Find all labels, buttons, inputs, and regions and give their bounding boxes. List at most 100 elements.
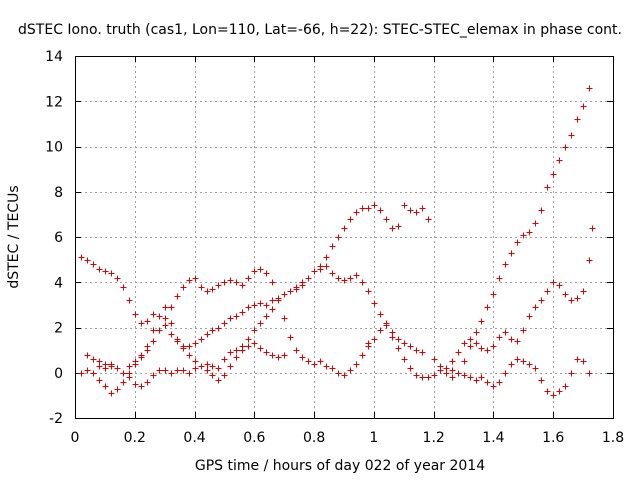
- data-point: [502, 261, 509, 268]
- data-point: [233, 347, 240, 354]
- data-point: [96, 377, 103, 384]
- data-point: [275, 354, 282, 361]
- data-point: [239, 309, 246, 316]
- data-point: [251, 268, 258, 275]
- data-point: [526, 313, 533, 320]
- data-point: [126, 297, 133, 304]
- series-sat-a: [78, 202, 402, 350]
- data-point: [401, 202, 408, 209]
- data-point: [478, 374, 485, 381]
- data-point: [568, 297, 575, 304]
- data-point: [186, 277, 193, 284]
- data-point: [550, 171, 557, 178]
- data-point: [108, 390, 115, 397]
- data-point: [162, 367, 169, 374]
- data-point: [407, 343, 414, 350]
- data-point: [287, 334, 294, 341]
- data-point: [514, 239, 521, 246]
- data-point: [484, 304, 491, 311]
- data-point: [90, 356, 97, 363]
- data-point: [341, 372, 348, 379]
- data-point: [150, 311, 157, 318]
- data-point: [347, 367, 354, 374]
- data-point: [514, 356, 521, 363]
- data-point: [413, 347, 420, 354]
- data-point: [150, 338, 157, 345]
- data-point: [221, 279, 228, 286]
- data-point: [580, 103, 587, 110]
- data-point: [419, 374, 426, 381]
- data-point: [490, 383, 497, 390]
- data-point: [562, 383, 569, 390]
- data-point: [269, 352, 276, 359]
- data-point: [269, 297, 276, 304]
- data-point: [473, 329, 480, 336]
- data-point: [144, 318, 151, 325]
- data-point: [323, 254, 330, 261]
- data-point: [562, 291, 569, 298]
- data-point: [347, 216, 354, 223]
- data-point: [508, 336, 515, 343]
- data-point: [281, 352, 288, 359]
- data-point: [251, 327, 258, 334]
- y-tick-label: 12: [45, 94, 63, 110]
- data-point: [496, 275, 503, 282]
- data-point: [186, 343, 193, 350]
- data-point: [168, 331, 175, 338]
- data-point: [431, 372, 438, 379]
- data-point: [389, 225, 396, 232]
- data-point: [395, 345, 402, 352]
- x-tick-label: 1.2: [423, 430, 445, 446]
- data-point: [419, 205, 426, 212]
- data-point: [174, 293, 181, 300]
- data-point: [538, 297, 545, 304]
- data-point: [78, 254, 85, 261]
- data-point: [168, 320, 175, 327]
- data-point: [556, 157, 563, 164]
- data-point: [180, 345, 187, 352]
- data-point: [562, 144, 569, 151]
- data-point: [198, 336, 205, 343]
- y-tick-label: 8: [54, 185, 63, 201]
- data-point: [461, 340, 468, 347]
- data-point: [108, 361, 115, 368]
- data-point: [401, 356, 408, 363]
- data-point: [263, 313, 270, 320]
- data-point: [383, 322, 390, 329]
- data-point: [341, 225, 348, 232]
- data-point: [257, 320, 264, 327]
- data-point: [120, 284, 127, 291]
- y-tick-labels: -2 0 2 4 6 8 10 12 14: [45, 49, 63, 427]
- data-point: [233, 279, 240, 286]
- x-tick-label: 0.6: [243, 430, 265, 446]
- data-point: [90, 261, 97, 268]
- data-point: [144, 343, 151, 350]
- data-point: [198, 363, 205, 370]
- data-point: [490, 291, 497, 298]
- data-point: [114, 386, 121, 393]
- data-point: [257, 345, 264, 352]
- data-point: [245, 336, 252, 343]
- data-point: [532, 304, 539, 311]
- data-point: [209, 372, 216, 379]
- data-point: [365, 205, 372, 212]
- series-sat-e: [365, 322, 593, 399]
- data-point: [443, 365, 450, 372]
- data-point: [251, 302, 258, 309]
- data-point: [287, 288, 294, 295]
- data-point: [156, 367, 163, 374]
- data-point: [425, 216, 432, 223]
- data-point: [580, 358, 587, 365]
- data-point: [84, 257, 91, 264]
- data-point: [353, 209, 360, 216]
- data-point: [478, 345, 485, 352]
- series-sat-b: [84, 263, 426, 390]
- data-point: [281, 315, 288, 322]
- data-point: [484, 379, 491, 386]
- data-point: [556, 388, 563, 395]
- data-point: [311, 268, 318, 275]
- y-tick-label: 4: [54, 275, 63, 291]
- data-point: [383, 216, 390, 223]
- data-point: [263, 349, 270, 356]
